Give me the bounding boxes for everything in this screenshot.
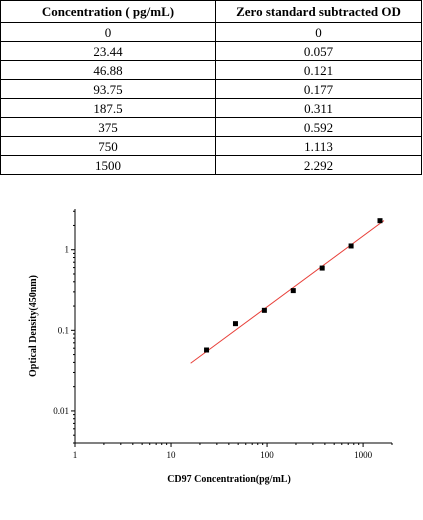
table-row: 375 0.592 bbox=[0, 117, 422, 137]
x-tick-label: 1000 bbox=[354, 450, 373, 460]
cell-od: 2.292 bbox=[215, 155, 422, 175]
data-point bbox=[261, 307, 267, 313]
chart-axes: 1 10 100 1000 0.01 0.1 1 bbox=[53, 209, 393, 460]
y-axis-label: Optical Density(450nm) bbox=[28, 275, 39, 377]
y-tick-label: 0.1 bbox=[58, 325, 69, 335]
data-points-layer bbox=[204, 218, 383, 353]
data-point bbox=[319, 265, 325, 271]
y-tick-label: 1 bbox=[65, 245, 70, 255]
x-axis-label: CD97 Concentration(pg/mL) bbox=[167, 474, 291, 485]
data-point bbox=[232, 321, 238, 327]
data-point bbox=[377, 218, 383, 224]
x-tick-label: 1 bbox=[73, 450, 78, 460]
table-row: 93.75 0.177 bbox=[0, 79, 422, 99]
table-row: 1500 2.292 bbox=[0, 155, 422, 175]
x-tick-label: 10 bbox=[167, 450, 177, 460]
data-point bbox=[348, 243, 354, 249]
data-point bbox=[290, 288, 296, 294]
data-point bbox=[204, 347, 210, 353]
cell-concentration: 93.75 bbox=[0, 79, 216, 99]
fit-line bbox=[190, 220, 385, 364]
standard-curve-table: Concentration ( pg/mL) Zero standard sub… bbox=[0, 0, 422, 175]
x-tick-label: 100 bbox=[260, 450, 274, 460]
y-tick-label: 0.01 bbox=[53, 406, 69, 416]
fit-line-layer bbox=[190, 220, 385, 364]
